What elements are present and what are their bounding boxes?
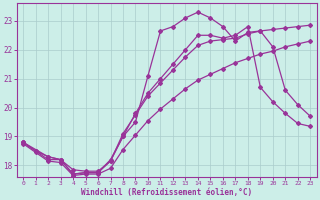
X-axis label: Windchill (Refroidissement éolien,°C): Windchill (Refroidissement éolien,°C) <box>81 188 252 197</box>
